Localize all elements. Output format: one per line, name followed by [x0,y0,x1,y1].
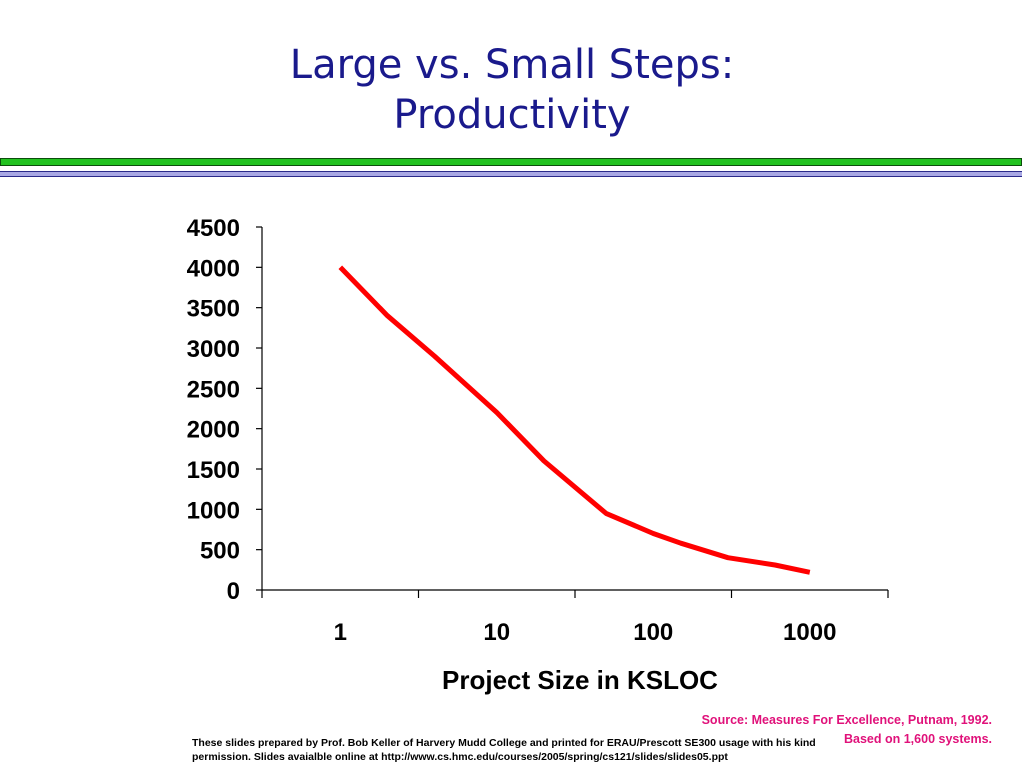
y-tick-label: 4000 [187,255,240,282]
title-divider-green [0,158,1022,166]
chart-series [338,265,811,575]
y-tick-label: 1000 [187,497,240,524]
y-tick-label: 2000 [187,417,240,444]
title-line-1: Large vs. Small Steps: [289,42,735,88]
y-tick-label: 500 [200,538,240,565]
y-tick-label: 1500 [187,457,240,484]
y-tick-label: 4500 [187,215,240,242]
title-divider-blue [0,171,1022,177]
x-tick-label: 1 [334,619,347,646]
y-tick-label: 2500 [187,376,240,403]
x-tick-label: 100 [633,619,673,646]
series-line [338,265,811,575]
x-tick-label: 1000 [783,619,836,646]
y-tick-label: 3000 [187,336,240,363]
x-axis-title: Project Size in KSLOC [442,665,718,695]
y-tick-label: 3500 [187,296,240,323]
footer-credit: These slides prepared by Prof. Bob Kelle… [192,737,816,763]
y-tick-label: 0 [227,578,240,605]
slide-title: Large vs. Small Steps: Productivity [0,40,1024,140]
x-axis-ticks: 1 10 100 1000 [261,590,889,646]
title-line-2: Productivity [393,92,631,138]
y-axis-ticks: 0 500 1000 1500 2000 2500 3000 3500 4000 4500 [187,215,262,605]
source-citation: Source: Measures For Excellence, Putnam,… [701,713,992,746]
x-tick-label: 10 [483,619,510,646]
